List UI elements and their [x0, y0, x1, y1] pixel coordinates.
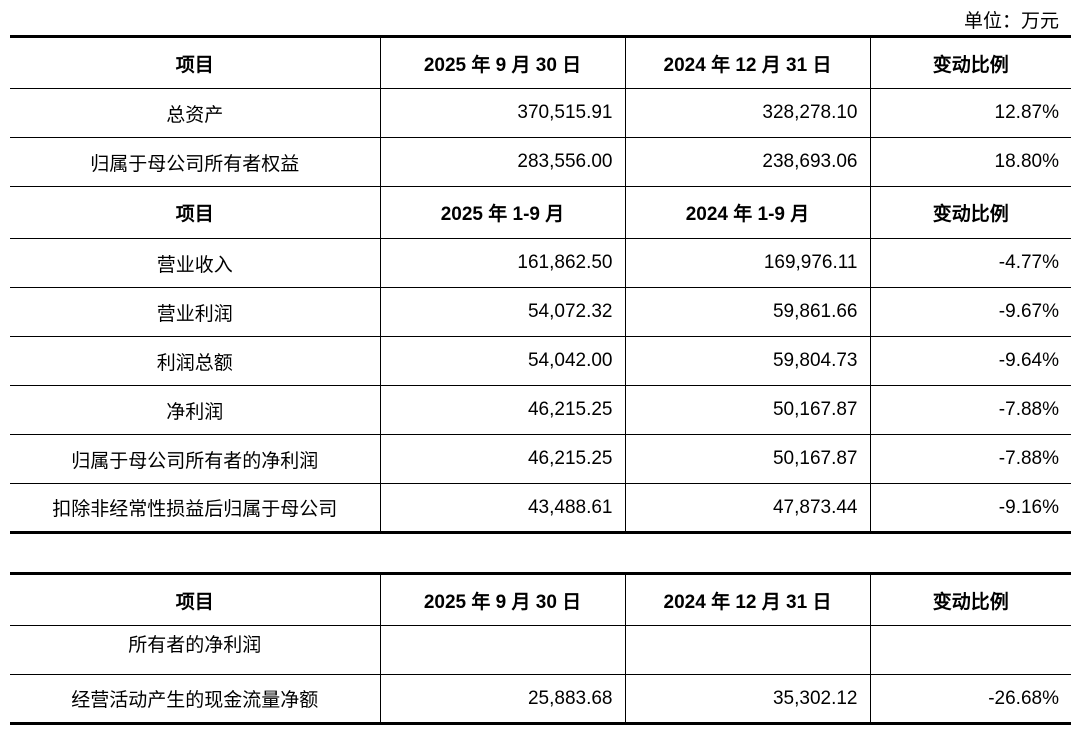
table-cell: -9.16%	[869, 483, 1071, 533]
table-row: 净利润 46,215.25 50,167.87 -7.88%	[10, 385, 1071, 435]
header-cell: 变动比例	[869, 573, 1071, 626]
header-cell: 项目	[10, 573, 381, 626]
table-cell: -9.64%	[869, 336, 1071, 386]
table-cell: 59,861.66	[624, 287, 871, 337]
table-row: 归属于母公司所有者权益 283,556.00 238,693.06 18.80%	[10, 137, 1071, 187]
table-cell: 47,873.44	[624, 483, 871, 533]
table-cell: 54,042.00	[379, 336, 626, 386]
table: 项目 2025 年 9 月 30 日 2024 年 12 月 31 日变动比例 所有者…	[10, 572, 1071, 725]
table-cell: 扣除非经常性损益后归属于母公司	[10, 483, 381, 533]
header-row: 项目 2025 年 9 月 30 日 2024 年 12 月 31 日变动比例	[10, 573, 1071, 626]
header-cell: 变动比例	[869, 36, 1071, 89]
table-cell: 归属于母公司所有者权益	[10, 137, 381, 187]
table-cell: 50,167.87	[624, 385, 871, 435]
table-cell: 营业收入	[10, 238, 381, 288]
header-cell: 2024 年 1-9 月	[624, 186, 871, 239]
header-cell: 项目	[10, 36, 381, 89]
table-cell: 43,488.61	[379, 483, 626, 533]
header-row: 项目 2025 年 1-9 月 2024 年 1-9 月变动比例	[10, 186, 1071, 239]
table-cell: 25,883.68	[379, 674, 626, 724]
unit-label: 单位：万元	[963, 11, 1059, 32]
table-row: 所有者的净利润	[10, 625, 1071, 675]
header-cell: 项目	[10, 186, 381, 239]
table-cell: -26.68%	[869, 674, 1071, 724]
header-cell: 变动比例	[869, 186, 1071, 239]
table-cell: 12.87%	[869, 88, 1071, 138]
table-cell: 46,215.25	[379, 385, 626, 435]
table-cell	[624, 625, 871, 675]
table-cell: -7.88%	[869, 434, 1071, 484]
table-cell: -7.88%	[869, 385, 1071, 435]
header-cell: 2024 年 12 月 31 日	[624, 36, 871, 89]
table-row: 扣除非经常性损益后归属于母公司 43,488.61 47,873.44 -9.16%	[10, 483, 1071, 533]
table-cell: 35,302.12	[624, 674, 871, 724]
table: 项目 2025 年 9 月 30 日 2024 年 12 月 31 日变动比例 总资产…	[10, 35, 1071, 534]
table-row: 经营活动产生的现金流量净额 25,883.68 35,302.12 -26.68%	[10, 674, 1071, 724]
table-row: 利润总额 54,042.00 59,804.73 -9.64%	[10, 336, 1071, 386]
table-cell: 328,278.10	[624, 88, 871, 138]
table-cell: -9.67%	[869, 287, 1071, 337]
table-cell: 归属于母公司所有者的净利润	[10, 434, 381, 484]
table-row: 总资产 370,515.91 328,278.10 12.87%	[10, 88, 1071, 138]
table-row: 营业利润 54,072.32 59,861.66 -9.67%	[10, 287, 1071, 337]
header-cell: 2024 年 12 月 31 日	[624, 573, 871, 626]
table-row: 归属于母公司所有者的净利润 46,215.25 50,167.87 -7.88%	[10, 434, 1071, 484]
table-cell: 46,215.25	[379, 434, 626, 484]
table-cell: 59,804.73	[624, 336, 871, 386]
table-cell: 营业利润	[10, 287, 381, 337]
table-cell: -4.77%	[869, 238, 1071, 288]
header-row: 项目 2025 年 9 月 30 日 2024 年 12 月 31 日变动比例	[10, 36, 1071, 89]
header-cell: 2025 年 9 月 30 日	[379, 573, 626, 626]
table-row: 营业收入 161,862.50 169,976.11 -4.77%	[10, 238, 1071, 288]
header-cell: 2025 年 9 月 30 日	[379, 36, 626, 89]
table-cell: 161,862.50	[379, 238, 626, 288]
table-cell: 所有者的净利润	[10, 625, 381, 675]
table-cell: 54,072.32	[379, 287, 626, 337]
table-cell: 169,976.11	[624, 238, 871, 288]
table-cell: 18.80%	[869, 137, 1071, 187]
table-cell	[379, 625, 626, 675]
table-cell: 总资产	[10, 88, 381, 138]
table-cell: 净利润	[10, 385, 381, 435]
header-cell: 2025 年 1-9 月	[379, 186, 626, 239]
table-cell: 50,167.87	[624, 434, 871, 484]
table-cell: 238,693.06	[624, 137, 871, 187]
table-cell	[869, 625, 1071, 675]
table-cell: 经营活动产生的现金流量净额	[10, 674, 381, 724]
table-cell: 370,515.91	[379, 88, 626, 138]
table-cell: 283,556.00	[379, 137, 626, 187]
table-cell: 利润总额	[10, 336, 381, 386]
